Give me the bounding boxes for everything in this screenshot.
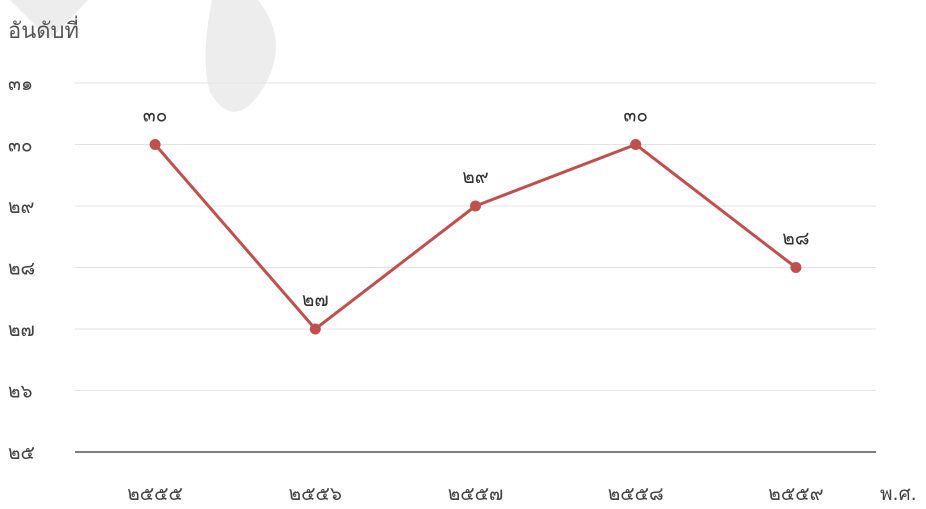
data-point	[309, 323, 321, 335]
y-tick-label: ๒๙	[8, 196, 34, 218]
data-point	[790, 262, 802, 273]
watermark-shape	[10, 0, 276, 112]
x-tick-label: ๒๕๕๙	[768, 483, 823, 505]
data-label: ๒๗	[302, 289, 329, 311]
y-tick-label: ๒๖	[8, 381, 33, 403]
y-tick-label: ๓๑	[8, 73, 33, 95]
y-tick-label: ๓๐	[8, 135, 33, 157]
y-tick-label: ๒๗	[8, 319, 35, 341]
data-point	[149, 139, 161, 150]
data-point	[470, 200, 481, 212]
x-axis-title: พ.ศ.	[880, 483, 917, 505]
x-tick-label: ๒๕๕๗	[448, 483, 504, 505]
x-tick-label: ๒๕๕๘	[608, 483, 664, 505]
data-point	[630, 139, 642, 150]
x-tick-label: ๒๕๕๕	[127, 483, 183, 505]
y-tick-label: ๒๕	[8, 442, 35, 464]
x-tick-labels: ๒๕๕๕ ๒๕๕๖ ๒๕๕๗ ๒๕๕๘ ๒๕๕๙	[127, 483, 823, 505]
x-tick-label: ๒๕๕๖	[289, 483, 342, 505]
data-label: ๒๘	[782, 228, 809, 250]
y-axis-title: อันดับที่	[8, 15, 79, 44]
data-label: ๓๐	[143, 105, 168, 127]
data-label: ๒๙	[462, 166, 488, 188]
y-tick-label: ๒๘	[8, 258, 35, 280]
data-label: ๓๐	[623, 105, 648, 127]
data-points	[149, 139, 802, 335]
